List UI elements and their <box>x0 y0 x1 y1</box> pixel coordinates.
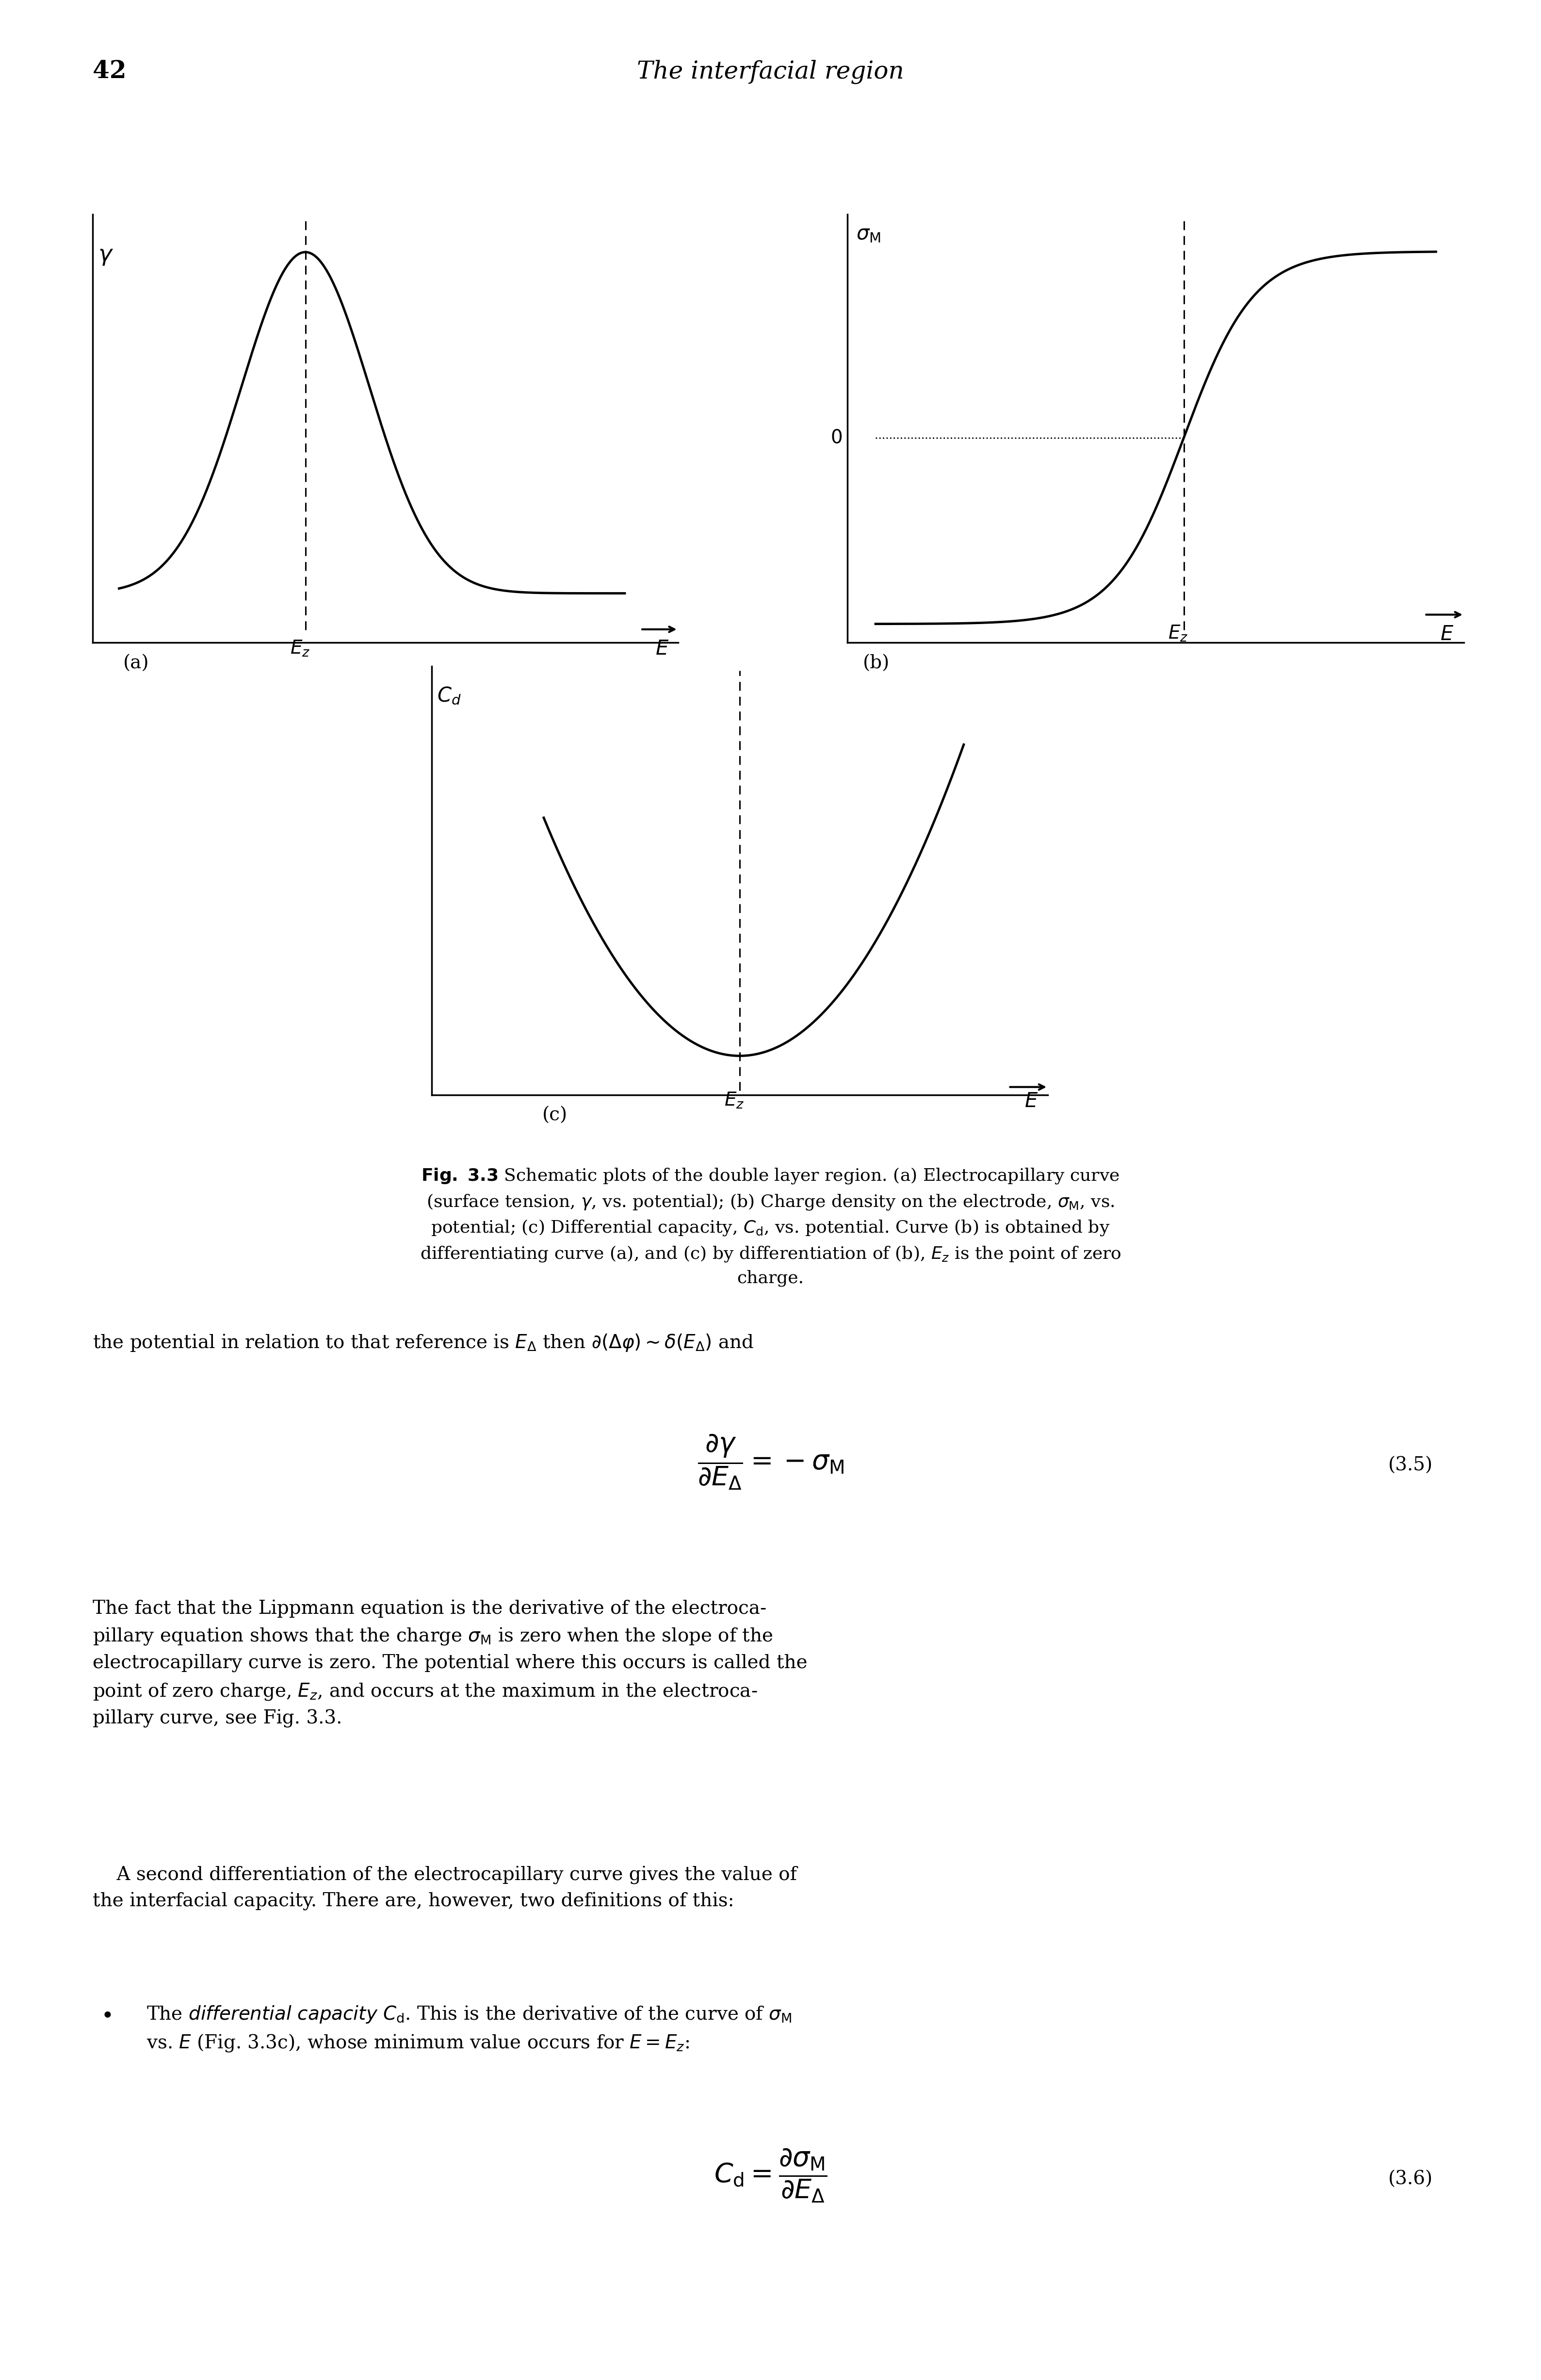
Text: $E$: $E$ <box>655 638 669 659</box>
Text: $0$: $0$ <box>831 428 841 447</box>
Text: The interfacial region: The interfacial region <box>636 60 905 83</box>
Text: $E_z$: $E_z$ <box>724 1090 744 1109</box>
Text: (b): (b) <box>863 654 889 674</box>
Text: $E$: $E$ <box>1025 1090 1039 1111</box>
Text: $\dfrac{\partial\gamma}{\partial E_\Delta} = -\sigma_\mathrm{M}$: $\dfrac{\partial\gamma}{\partial E_\Delt… <box>697 1433 844 1490</box>
Text: $\mathbf{Fig.\ 3.3}$ Schematic plots of the double layer region. (a) Electrocapi: $\mathbf{Fig.\ 3.3}$ Schematic plots of … <box>419 1166 1122 1288</box>
Text: (c): (c) <box>542 1107 567 1126</box>
Text: 42: 42 <box>92 60 126 83</box>
Text: (3.6): (3.6) <box>1388 2171 1433 2190</box>
Text: (a): (a) <box>123 654 149 674</box>
Text: $\gamma$: $\gamma$ <box>97 245 114 267</box>
Text: $E_z$: $E_z$ <box>290 638 310 657</box>
Text: The $\mathit{differential\ capacity}$ $C_\mathrm{d}$. This is the derivative of : The $\mathit{differential\ capacity}$ $C… <box>146 2004 792 2054</box>
Text: $E$: $E$ <box>1441 624 1455 645</box>
Text: $\sigma_\mathrm{M}$: $\sigma_\mathrm{M}$ <box>855 224 880 243</box>
Text: (3.5): (3.5) <box>1388 1457 1433 1476</box>
Text: A second differentiation of the electrocapillary curve gives the value of
the in: A second differentiation of the electroc… <box>92 1866 797 1911</box>
Text: $E_z$: $E_z$ <box>1168 624 1188 643</box>
Text: The fact that the Lippmann equation is the derivative of the electroca-
pillary : The fact that the Lippmann equation is t… <box>92 1599 807 1728</box>
Text: the potential in relation to that reference is $E_\Delta$ then $\partial(\Delta\: the potential in relation to that refere… <box>92 1333 754 1354</box>
Text: $C_d$: $C_d$ <box>438 685 461 707</box>
Text: $C_\mathrm{d} = \dfrac{\partial\sigma_\mathrm{M}}{\partial E_\Delta}$: $C_\mathrm{d} = \dfrac{\partial\sigma_\m… <box>713 2147 828 2204</box>
Text: $\bullet$: $\bullet$ <box>100 2004 111 2025</box>
